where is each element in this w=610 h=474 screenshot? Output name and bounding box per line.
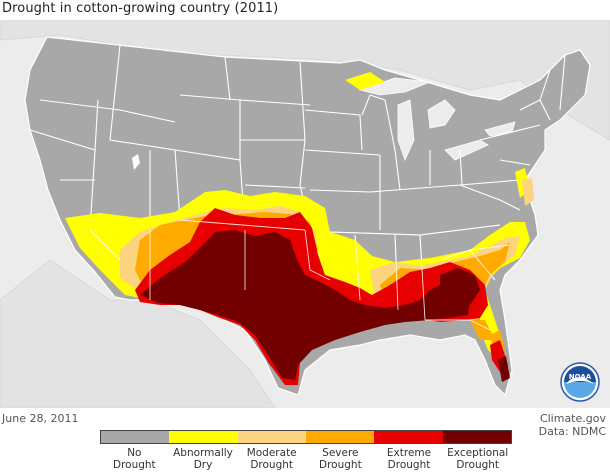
map-date: June 28, 2011	[2, 412, 79, 425]
legend-label-abnormally-dry: Abnormally Dry	[173, 447, 233, 471]
legend-label-exceptional: Exceptional Drought	[447, 447, 509, 471]
credit-block: Climate.gov Data: NDMC	[539, 412, 606, 438]
legend-swatch-no-drought	[101, 431, 170, 443]
legend-label-severe: Severe Drought	[319, 447, 362, 471]
legend-swatch-exceptional	[442, 431, 511, 443]
legend-bar	[100, 430, 512, 444]
legend-swatch-moderate	[237, 431, 306, 443]
legend-label-no-drought: No Drought	[112, 447, 156, 471]
map-title: Drought in cotton-growing country (2011)	[2, 1, 279, 16]
legend-swatch-extreme	[374, 431, 443, 443]
legend-label-extreme: Extreme Drought	[386, 447, 432, 471]
state-borders-overlay	[89, 219, 511, 331]
credit-source: Climate.gov	[539, 412, 606, 425]
noaa-logo-icon: NOAA	[560, 362, 600, 402]
legend-labels: No Drought Abnormally Dry Moderate Droug…	[100, 447, 512, 471]
svg-text:NOAA: NOAA	[569, 373, 592, 381]
great-salt-lake	[132, 154, 140, 170]
legend-label-moderate: Moderate Drought	[246, 447, 297, 471]
legend: No Drought Abnormally Dry Moderate Droug…	[100, 430, 512, 471]
credit-data: Data: NDMC	[538, 425, 606, 438]
legend-swatch-severe	[305, 431, 375, 443]
legend-swatch-abnormally-dry	[169, 431, 238, 443]
drought-map	[0, 20, 610, 408]
great-lakes	[358, 77, 516, 162]
drought-exceptional	[140, 230, 510, 382]
